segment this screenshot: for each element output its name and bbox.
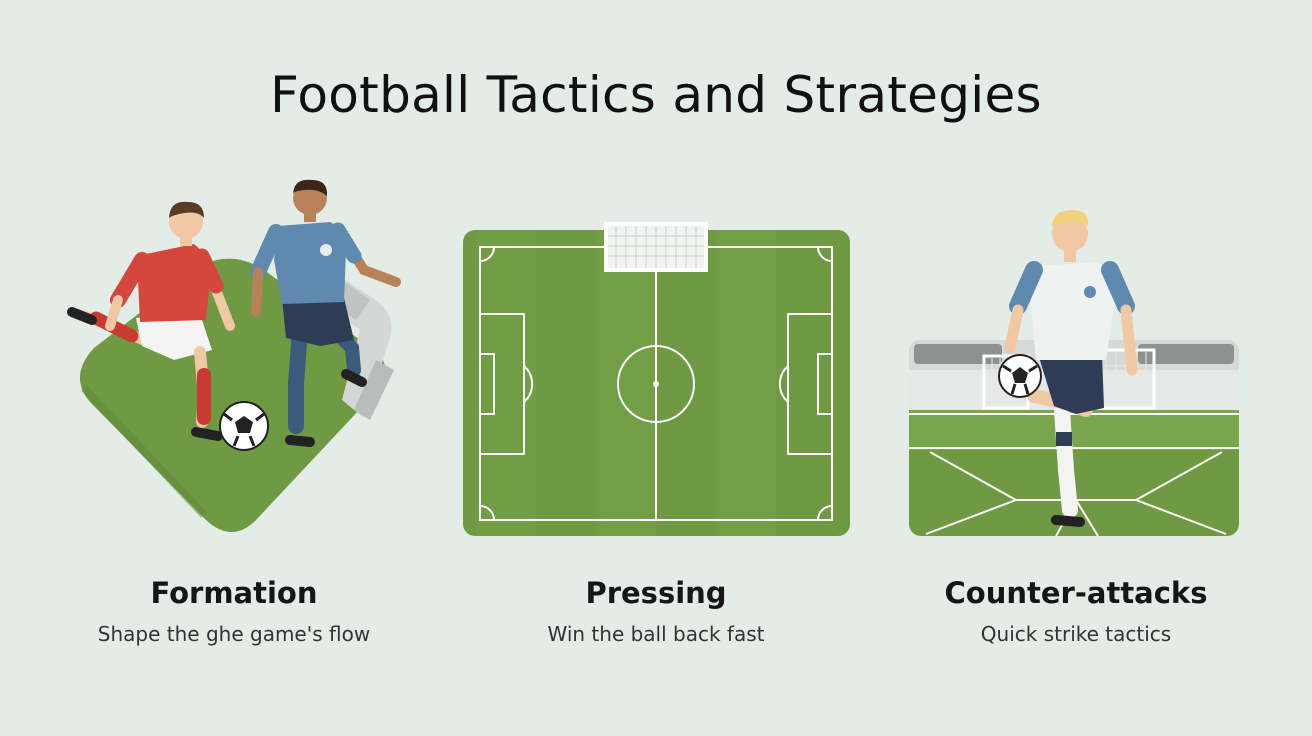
card-subtitle: Win the ball back fast — [547, 622, 765, 646]
player-with-ball-icon — [909, 210, 1239, 537]
football-pitch-icon — [463, 222, 850, 536]
player — [998, 210, 1138, 527]
page-title: Football Tactics and Strategies — [270, 66, 1042, 124]
ball — [219, 401, 269, 451]
two-players-dribbling-icon — [67, 179, 401, 532]
card-subtitle: Shape the ghe game's flow — [97, 622, 371, 646]
goal-net-icon — [604, 222, 708, 272]
card-subtitle: Quick strike tactics — [980, 622, 1172, 646]
card-formation: Formation Shape the ghe game's flow — [24, 170, 444, 670]
pitch — [463, 230, 850, 536]
card-title: Formation — [150, 576, 318, 610]
blue-player — [250, 179, 401, 447]
card-counter-attacks: Counter-attacks Quick strike tactics — [866, 170, 1286, 670]
card-title: Counter-attacks — [944, 576, 1208, 610]
red-player — [67, 201, 235, 441]
card-pressing: Pressing Win the ball back fast — [446, 170, 866, 670]
card-title: Pressing — [585, 576, 727, 610]
